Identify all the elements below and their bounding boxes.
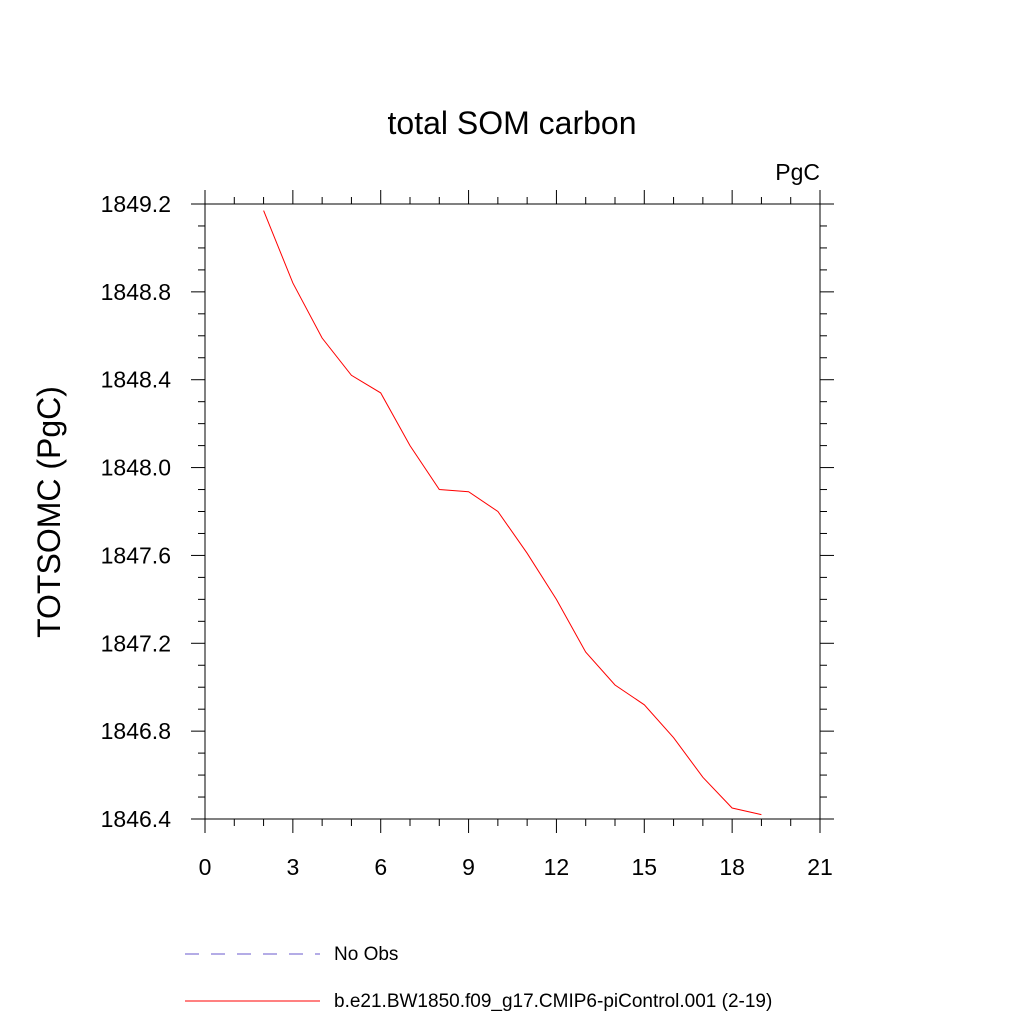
y-tick-label: 1848.4: [101, 367, 172, 393]
y-tick-label: 1846.4: [101, 806, 172, 832]
x-tick-label: 0: [199, 854, 212, 880]
series-line: [263, 210, 762, 816]
x-tick-label: 12: [544, 854, 570, 880]
y-axis-label: TOTSOMC (PgC): [31, 386, 67, 638]
x-tick-label: 3: [286, 854, 299, 880]
legend: No Obs b.e21.BW1850.f09_g17.CMIP6-piCont…: [185, 944, 772, 1012]
legend-label-no-obs: No Obs: [334, 944, 398, 965]
y-tick-label: 1846.8: [101, 718, 171, 744]
x-tick-label: 6: [374, 854, 387, 880]
y-tick-label: 1847.6: [101, 542, 171, 568]
units-label: PgC: [775, 159, 820, 185]
plot-frame: [204, 203, 821, 820]
x-tick-label: 15: [631, 854, 657, 880]
x-tick-labels: 0 3 6 9 12 15 18 21: [199, 854, 833, 880]
series-group: [263, 210, 762, 816]
x-tick-label: 18: [719, 854, 745, 880]
y-tick-label: 1847.2: [101, 630, 171, 656]
x-tick-label: 9: [462, 854, 475, 880]
x-tick-label: 21: [807, 854, 833, 880]
chart-title: total SOM carbon: [388, 105, 637, 141]
y-tick-label: 1848.0: [101, 455, 171, 481]
legend-label-picontrol: b.e21.BW1850.f09_g17.CMIP6-piControl.001…: [334, 991, 772, 1012]
y-tick-labels: 1846.4 1846.8 1847.2 1847.6 1848.0 1848.4 1848…: [101, 191, 172, 832]
y-tick-label: 1848.8: [101, 279, 171, 305]
axis-ticks: [191, 190, 834, 833]
y-tick-label: 1849.2: [101, 191, 171, 217]
